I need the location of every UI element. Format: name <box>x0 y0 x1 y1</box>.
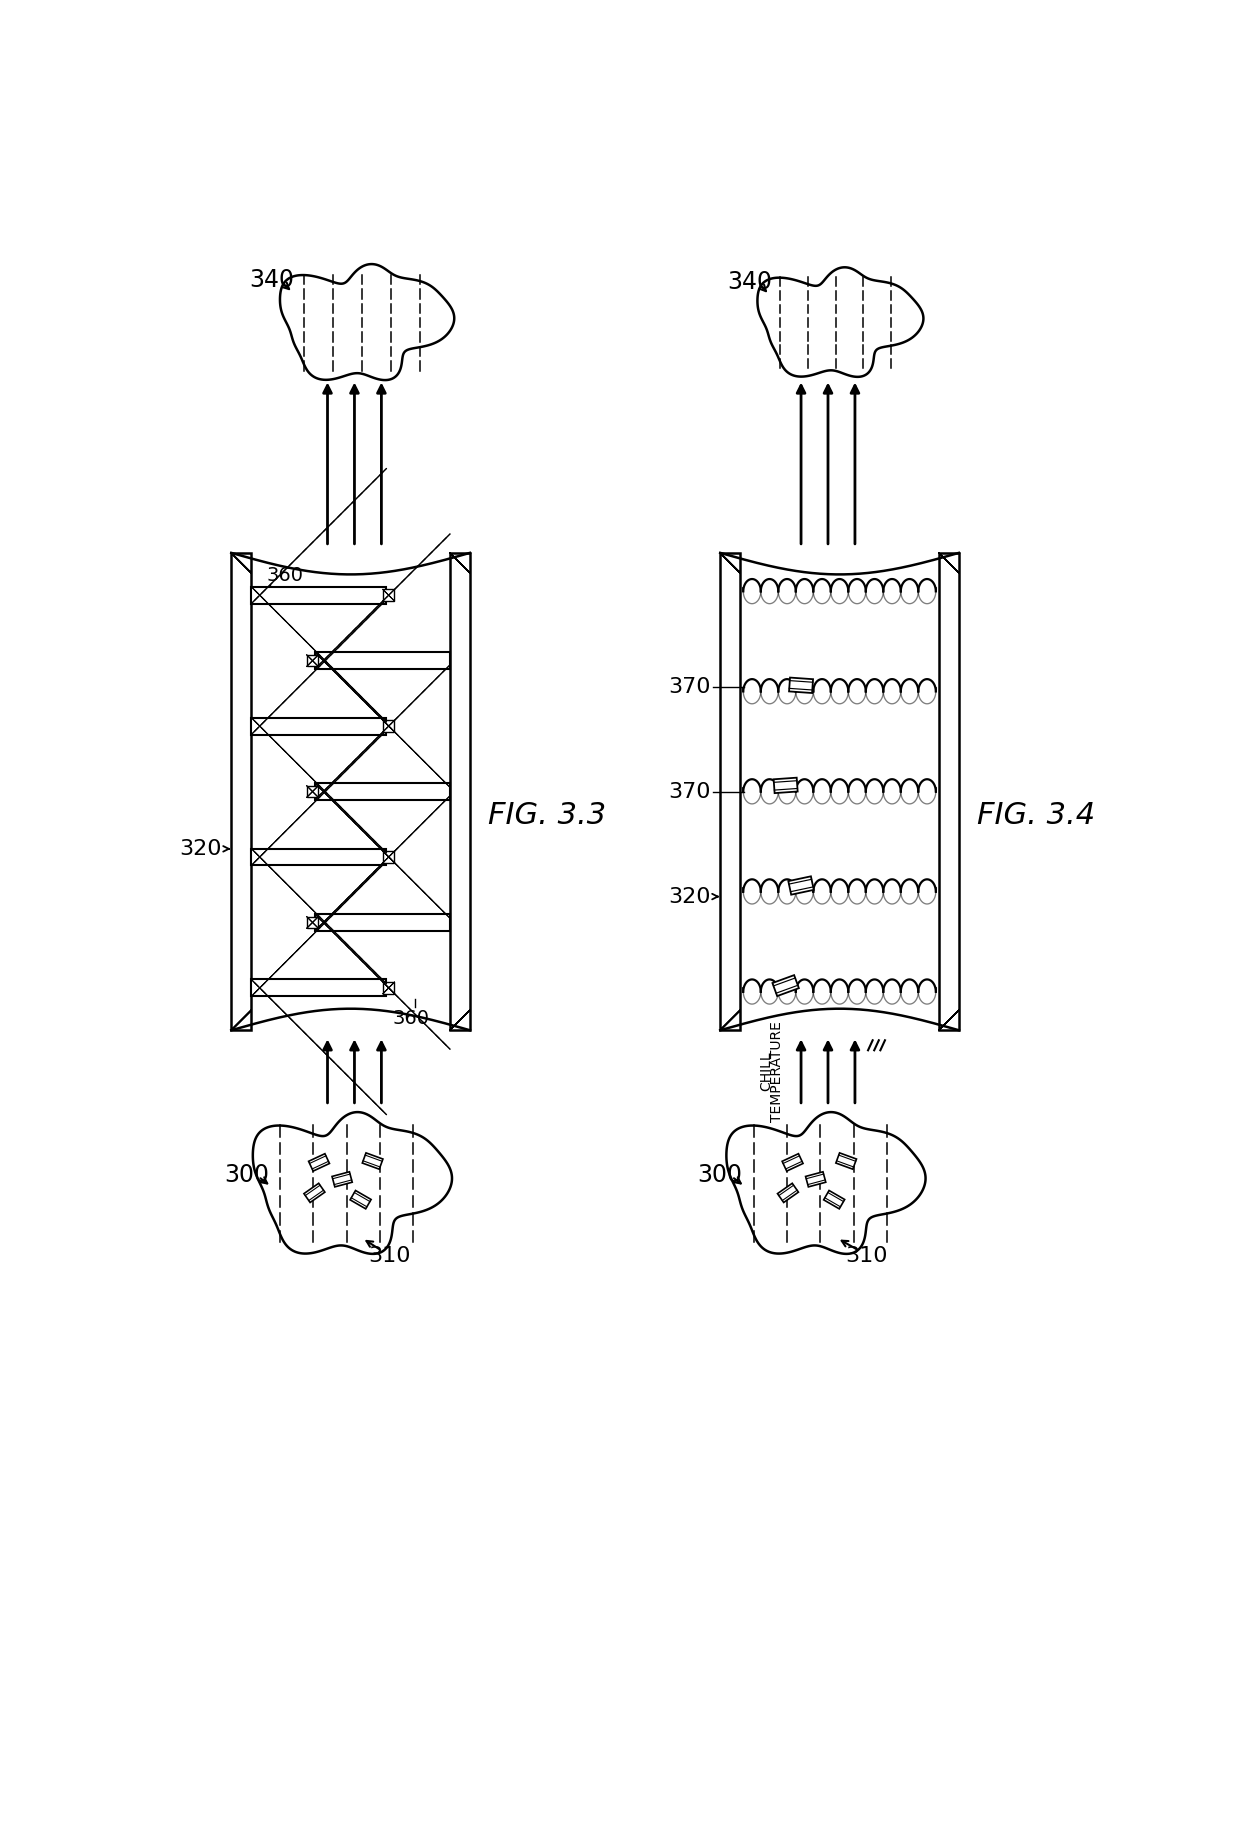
Polygon shape <box>727 1112 925 1255</box>
Bar <box>720 553 740 1031</box>
Text: FIG. 3.3: FIG. 3.3 <box>487 800 606 830</box>
Polygon shape <box>806 1172 826 1186</box>
Text: 300: 300 <box>698 1162 743 1186</box>
Text: 320: 320 <box>180 839 222 859</box>
Polygon shape <box>362 1153 383 1170</box>
Text: 340: 340 <box>727 270 773 294</box>
Text: 300: 300 <box>224 1162 269 1186</box>
Polygon shape <box>304 1183 325 1203</box>
Polygon shape <box>280 264 454 381</box>
Bar <box>231 553 252 1031</box>
Bar <box>383 721 394 732</box>
Text: 310: 310 <box>368 1246 410 1266</box>
Text: 360: 360 <box>393 1009 430 1029</box>
Bar <box>252 717 387 734</box>
Text: 310: 310 <box>846 1246 888 1266</box>
Text: TEMPERATURE: TEMPERATURE <box>770 1020 784 1122</box>
Polygon shape <box>309 1153 330 1172</box>
Polygon shape <box>789 876 813 894</box>
Bar <box>252 588 387 604</box>
Bar <box>315 652 450 669</box>
Text: 360: 360 <box>267 565 304 586</box>
Polygon shape <box>332 1172 352 1186</box>
Text: 340: 340 <box>249 268 294 292</box>
Polygon shape <box>758 268 924 377</box>
Text: CHILL: CHILL <box>759 1052 774 1090</box>
Polygon shape <box>350 1190 371 1209</box>
Polygon shape <box>253 1112 453 1255</box>
Polygon shape <box>789 678 813 693</box>
Polygon shape <box>782 1153 804 1172</box>
Bar <box>450 553 470 1031</box>
Bar <box>383 981 394 994</box>
Text: 320: 320 <box>668 887 711 907</box>
Text: 370: 370 <box>668 676 711 697</box>
Polygon shape <box>774 778 797 793</box>
Polygon shape <box>773 976 799 996</box>
Bar <box>315 784 450 800</box>
Bar <box>315 915 450 931</box>
Bar <box>306 917 319 928</box>
Bar <box>939 553 959 1031</box>
Text: FIG. 3.4: FIG. 3.4 <box>977 800 1095 830</box>
Polygon shape <box>836 1153 857 1170</box>
Bar <box>306 785 319 796</box>
Bar <box>252 848 387 865</box>
Bar <box>306 654 319 667</box>
Bar <box>383 590 394 601</box>
Bar <box>383 852 394 863</box>
Polygon shape <box>823 1190 844 1209</box>
Text: 370: 370 <box>668 782 711 802</box>
Polygon shape <box>777 1183 799 1203</box>
Bar <box>252 979 387 996</box>
